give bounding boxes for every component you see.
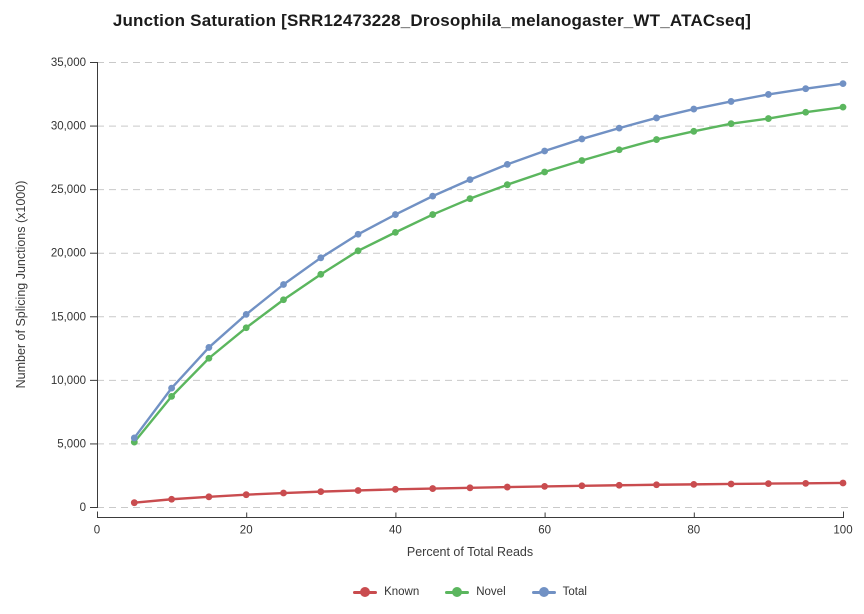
x-tick-label: 20 — [240, 525, 253, 537]
x-tick-label: 80 — [687, 525, 700, 537]
gridlines — [97, 62, 851, 508]
data-point-total — [354, 230, 362, 238]
data-point-novel — [839, 103, 847, 111]
data-point-novel — [317, 270, 325, 278]
data-point-known — [354, 487, 362, 494]
data-point-known — [727, 480, 735, 488]
data-point-total — [615, 124, 623, 132]
series-novel — [130, 103, 847, 446]
series-known — [130, 479, 847, 507]
data-point-novel — [615, 146, 623, 154]
y-axis: 0 5,000 10,000 15,000 20,000 25,000 30,000 35,0… — [51, 57, 98, 514]
data-point-total — [205, 344, 213, 351]
y-tick-label: 5,000 — [57, 438, 86, 450]
data-point-total — [242, 310, 250, 318]
legend-marker-novel-icon — [445, 587, 470, 597]
data-point-known — [765, 480, 772, 488]
y-axis-title: Number of Splicing Junctions (x1000) — [14, 181, 28, 389]
data-point-novel — [429, 211, 437, 218]
data-point-novel — [765, 115, 772, 122]
data-point-known — [578, 482, 586, 490]
data-point-novel — [392, 228, 399, 236]
y-tick-label: 20,000 — [51, 248, 86, 260]
data-point-total — [802, 85, 810, 93]
data-point-novel — [205, 354, 213, 362]
legend-dot-novel-icon — [452, 587, 463, 597]
data-point-known — [503, 483, 511, 491]
data-point-total — [765, 91, 772, 98]
legend-item-total[interactable]: Total — [531, 586, 587, 598]
data-point-known — [615, 481, 623, 489]
legend-item-known[interactable]: Known — [353, 586, 419, 598]
data-point-total — [280, 281, 287, 288]
legend-item-novel[interactable]: Novel — [445, 586, 506, 598]
legend-label-known: Known — [384, 586, 420, 598]
x-axis-title: Percent of Total Reads — [407, 545, 533, 559]
data-point-novel — [727, 120, 735, 128]
data-point-novel — [466, 195, 474, 203]
data-point-known — [429, 485, 437, 492]
legend-label-novel: Novel — [476, 586, 506, 598]
legend-dot-known-icon — [360, 587, 371, 597]
data-point-novel — [541, 168, 548, 176]
data-point-total — [541, 147, 548, 155]
data-point-total — [727, 98, 735, 105]
data-point-total — [578, 135, 586, 143]
data-point-total — [130, 434, 138, 442]
y-tick-label: 25,000 — [51, 184, 86, 196]
y-tick-label: 0 — [80, 502, 86, 514]
data-point-known — [392, 485, 399, 493]
data-point-known — [205, 493, 213, 501]
data-point-total — [653, 114, 660, 122]
series-total — [130, 80, 847, 442]
data-point-novel — [242, 324, 250, 332]
data-point-total — [690, 105, 698, 113]
data-point-novel — [354, 247, 362, 255]
data-point-total — [317, 254, 325, 262]
x-tick-label: 60 — [538, 525, 551, 537]
data-point-novel — [280, 296, 287, 304]
data-point-known — [280, 489, 287, 497]
data-point-novel — [690, 127, 698, 135]
data-point-known — [802, 479, 810, 487]
legend-marker-known-icon — [353, 587, 378, 597]
data-point-novel — [168, 392, 176, 400]
y-tick-label: 10,000 — [51, 375, 86, 387]
data-point-total — [168, 384, 176, 392]
data-point-total — [839, 80, 847, 88]
data-point-novel — [653, 136, 660, 143]
y-tick-label: 30,000 — [51, 121, 86, 133]
legend-label-total: Total — [562, 586, 587, 598]
x-tick-label: 0 — [94, 525, 100, 537]
data-point-known — [541, 483, 548, 490]
data-point-known — [168, 495, 176, 503]
data-point-known — [317, 488, 325, 496]
x-tick-label: 40 — [389, 525, 402, 537]
data-point-known — [130, 499, 138, 507]
data-point-known — [653, 481, 660, 489]
data-point-known — [242, 491, 250, 499]
data-point-total — [429, 192, 437, 200]
x-tick-label: 100 — [833, 525, 852, 537]
data-point-novel — [802, 108, 810, 116]
legend-dot-total-icon — [538, 587, 549, 597]
data-point-known — [839, 479, 847, 487]
chart-title: Junction Saturation [SRR12473228_Drosoph… — [112, 11, 752, 30]
y-tick-label: 15,000 — [51, 311, 86, 323]
data-point-known — [466, 484, 474, 492]
data-point-total — [503, 160, 511, 168]
x-axis: 0 20 40 60 80 100 — [94, 511, 853, 537]
legend: Known Novel Total — [97, 586, 843, 598]
y-tick-label: 35,000 — [51, 57, 86, 69]
data-point-novel — [578, 157, 586, 164]
data-point-known — [690, 480, 698, 488]
data-point-total — [392, 211, 399, 218]
data-point-novel — [503, 181, 511, 189]
data-point-total — [466, 176, 474, 184]
legend-marker-total-icon — [531, 587, 556, 597]
